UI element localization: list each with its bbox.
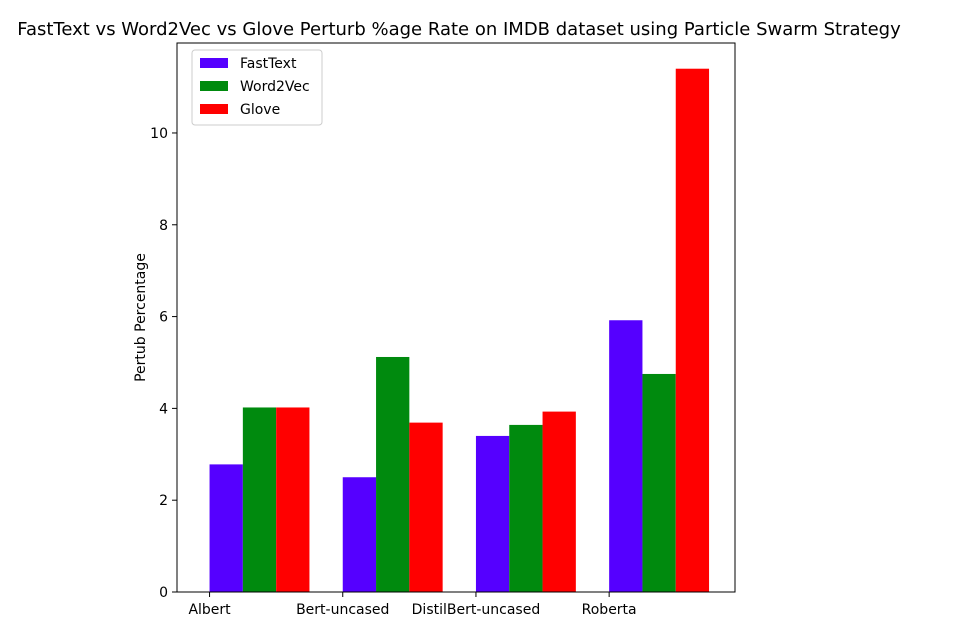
- bar-word2vec-distilbert-uncased: [509, 424, 543, 592]
- legend-swatch-word2vec: [200, 81, 228, 91]
- y-tick-label: 0: [159, 585, 168, 601]
- bar-glove-roberta: [675, 68, 710, 592]
- bars-group: [209, 68, 710, 592]
- y-tick-label: 10: [150, 126, 168, 142]
- legend: FastText Word2Vec Glove: [191, 49, 323, 126]
- y-tick-label: 4: [159, 401, 168, 417]
- bar-word2vec-roberta: [642, 373, 676, 592]
- x-tick-label: Roberta: [582, 602, 637, 618]
- bar-word2vec-bert-uncased: [376, 356, 410, 592]
- bar-fasttext-bert-uncased: [342, 477, 377, 592]
- legend-swatch-fasttext: [200, 58, 228, 68]
- bar-fasttext-roberta: [609, 320, 643, 592]
- y-tick-label: 2: [159, 493, 168, 509]
- x-tick-label: Bert-uncased: [296, 602, 389, 618]
- x-axis: Albert Bert-uncased DistilBert-uncased Robe…: [188, 592, 637, 618]
- y-axis: 0 2 4 6 8 10: [150, 126, 177, 601]
- bar-word2vec-albert: [242, 407, 277, 592]
- legend-label-word2vec: Word2Vec: [240, 79, 310, 95]
- chart-title: FastText vs Word2Vec vs Glove Perturb %a…: [17, 19, 901, 40]
- bar-glove-distilbert-uncased: [542, 411, 576, 592]
- legend-swatch-glove: [200, 104, 228, 114]
- y-tick-label: 8: [159, 218, 168, 234]
- y-tick-label: 6: [159, 310, 168, 326]
- legend-label-fasttext: FastText: [240, 56, 297, 72]
- bar-fasttext-albert: [209, 464, 243, 592]
- bar-glove-bert-uncased: [409, 422, 443, 592]
- legend-label-glove: Glove: [240, 102, 280, 118]
- plot-frame: [176, 42, 736, 593]
- x-tick-label: Albert: [188, 602, 231, 618]
- y-axis-label: Pertub Percentage: [133, 253, 149, 382]
- bar-fasttext-distilbert-uncased: [475, 435, 510, 592]
- x-tick-label: DistilBert-uncased: [412, 602, 541, 618]
- bar-glove-albert: [276, 407, 310, 592]
